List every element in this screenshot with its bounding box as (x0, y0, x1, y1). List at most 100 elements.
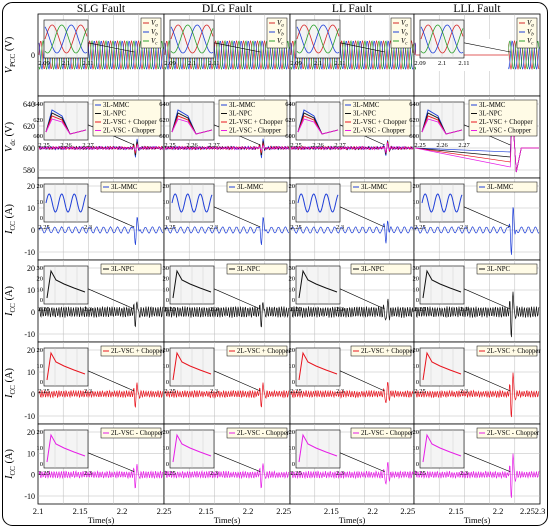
legend-label: 2L-VSC - Chopper (361, 430, 414, 437)
inset-y-tick: 20 (163, 347, 170, 354)
trace-3l-npc (38, 140, 164, 156)
inset-y-tick: 640 (285, 101, 295, 108)
inset-y-tick: 0 (166, 379, 169, 386)
inset-y-tick: 0 (416, 379, 419, 386)
inset-y-tick: 20 (413, 347, 420, 354)
x-tick-c3-1: 2.2 (367, 506, 378, 516)
y-tick-row-4-3: -10 (24, 330, 35, 339)
inset-trace-va (296, 24, 340, 54)
column-title-slg-fault: SLG Fault (77, 3, 126, 15)
y-tick-row-6-1: 10 (27, 449, 35, 458)
inset-x-tick: 2.25 (164, 142, 175, 149)
inset-x-tick: 2.3 (84, 388, 92, 395)
x-axis-label-c4: Time(s) (464, 515, 491, 525)
zoom-arrow (339, 370, 385, 392)
inset-y-tick: 20 (163, 429, 170, 436)
panel-r5-c3: 2.25 2.3 20 10 0 2L-VSC + Chopper (289, 341, 415, 425)
legend-label: 3L-NPC (361, 266, 385, 273)
inset-trace-vc (170, 24, 214, 54)
panel-r4-c3: 2.25 2.3 30 20 10 0 3L-NPC (289, 259, 415, 343)
legend-label: 2L-VSC + Chopper (111, 348, 165, 355)
inset-trace-2l-vsc-chopper (298, 433, 338, 463)
inset-y-tick: 620 (409, 117, 419, 124)
inset-y-tick: 10 (163, 445, 170, 452)
inset-x-tick: 2.11 (334, 60, 345, 67)
legend-box (100, 345, 162, 357)
x-axis-label-c2: Time(s) (214, 515, 241, 525)
inset-y-tick: 20 (413, 276, 420, 283)
y-tick-row-5-3: -10 (24, 412, 35, 421)
inset-trace-2l-vsc-chopper (422, 351, 462, 381)
x-tick-c1-0: 2.1 (33, 506, 44, 516)
inset-y-tick: 10 (413, 445, 420, 452)
inset-y-tick: 640 (409, 101, 419, 108)
y-label-row-2: Vdc (V) (4, 121, 17, 152)
inset-x-tick: 2.11 (208, 60, 219, 67)
legend-box (100, 263, 162, 275)
inset-y-tick: 0 (416, 215, 419, 222)
y-label-row-6: ICC (A) (4, 448, 17, 480)
inset-x-tick: 2.27 (458, 142, 470, 149)
inset-x-tick: 2.25 (290, 470, 301, 477)
inset-trace-3l-npc (172, 269, 212, 299)
inset-x-tick: 2.09 (38, 60, 49, 67)
inset-y-tick: 0 (40, 297, 43, 304)
inset-y-tick: 0 (292, 215, 295, 222)
panel-r4-c2: 2.25 2.3 30 20 10 0 3L-NPC (163, 259, 291, 343)
trace-2l-vsc-chopper (38, 382, 164, 409)
inset-x-tick: 2.26 (436, 142, 448, 149)
inset-y-tick: 10 (163, 286, 170, 293)
y-tick-row-4-1: 10 (27, 286, 35, 295)
legend-label: 2L-VSC - Chopper (111, 430, 164, 437)
inset-x-tick: 2.25 (164, 470, 175, 477)
x-tick-c1-2: 2.2 (117, 506, 128, 516)
inset-x-tick: 2.25 (164, 306, 175, 313)
inset-x-tick: 2.27 (334, 142, 346, 149)
inset-x-tick: 2.1 (188, 60, 196, 67)
inset-x-tick: 2.3 (460, 388, 468, 395)
panel-r6-c2: 2.25 2.3 20 10 0 2L-VSC - Chopper (163, 423, 291, 505)
x-tick-c1-1: 2.15 (73, 506, 88, 516)
y-tick-row-3-1: 10 (27, 204, 35, 213)
inset-trace-3l-npc (298, 269, 338, 299)
column-title-lll-fault: LLL Fault (453, 3, 501, 15)
inset-x-tick: 2.26 (186, 142, 198, 149)
trace-3l-npc (290, 298, 414, 321)
y-tick-row-4-0: 20 (27, 264, 35, 273)
legend-label: 2L-VSC - Chopper (229, 128, 282, 135)
trace-3l-npc (164, 302, 290, 328)
legend-box (218, 99, 288, 137)
legend-box (476, 427, 538, 439)
inset-y-tick: 20 (163, 183, 170, 190)
inset-trace-3l-npc (46, 269, 86, 299)
inset-x-tick: 2.09 (290, 60, 301, 67)
legend-box (350, 181, 412, 193)
inset-x-tick: 2.25 (38, 470, 49, 477)
y-tick-row-2-2: 600 (23, 144, 35, 153)
legend-label: 2L-VSC + Chopper (353, 119, 407, 126)
x-tick-c2-2: 2.25 (276, 506, 291, 516)
inset-y-tick: 10 (163, 363, 170, 370)
legend-label: 3L-MMC (353, 102, 380, 109)
y-label-row-4: ICC (A) (4, 285, 17, 317)
y-tick-row-6-2: 0 (31, 471, 35, 480)
inset-y-tick: 0 (292, 461, 295, 468)
y-tick-row-1-0: 0 (31, 51, 35, 60)
y-tick-row-5-2: 0 (31, 390, 35, 399)
column-title-ll-fault: LL Fault (332, 3, 373, 15)
inset-x-tick: 2.25 (414, 224, 425, 231)
legend-label: Vc (277, 37, 284, 47)
legend-label: 3L-MMC (361, 184, 388, 191)
y-tick-row-5-0: 20 (27, 346, 35, 355)
inset-y-tick: 10 (413, 363, 420, 370)
x-axis-label-c1: Time(s) (88, 515, 115, 525)
y-tick-row-6-0: 20 (27, 428, 35, 437)
inset-y-tick: 600 (409, 133, 419, 140)
inset-trace-vc (296, 24, 340, 54)
inset-x-tick: 2.25 (290, 306, 301, 313)
inset-x-tick: 2.27 (208, 142, 220, 149)
zoom-arrow (463, 206, 511, 228)
legend-label: 3L-MMC (229, 102, 256, 109)
